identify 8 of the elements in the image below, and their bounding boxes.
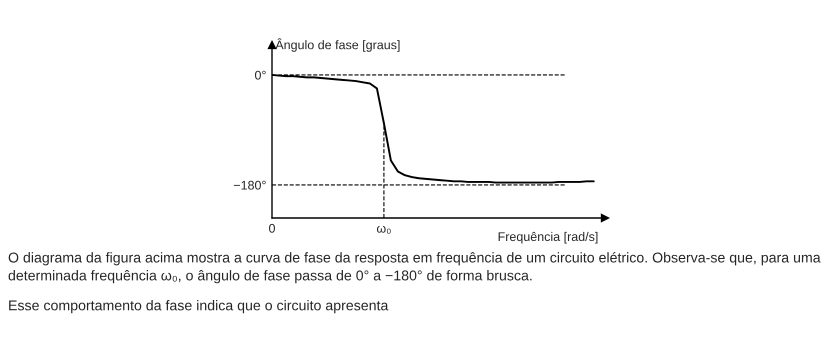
x-tick-label: 0 [269, 224, 275, 233]
y-axis-title: Ângulo de fase [graus] [275, 38, 400, 52]
text: O diagrama da figura acima mostra a curva de fase da resposta em frequência de um circuito elétrico. Observa-se que, para uma determinada frequência ω₀, o ângulo de fase passa de 0° a −180° de forma brusca. [8, 252, 821, 284]
x-axis-title: Frequência [rad/s] [498, 232, 598, 244]
text: Esse comportamento da fase indica que o circuito apresenta [9, 300, 388, 314]
x-tick-label: ω₀ [376, 226, 391, 234]
y-tick-label: −180° [234, 180, 266, 190]
y-tick-label: 0° [254, 70, 266, 80]
